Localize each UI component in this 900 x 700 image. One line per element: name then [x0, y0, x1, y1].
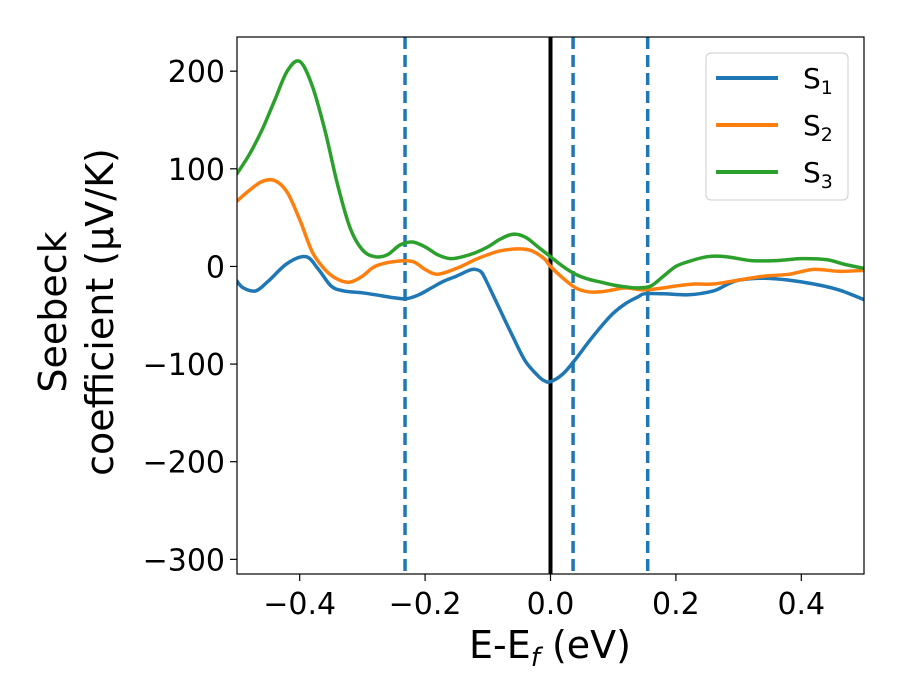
x-axis-title: E-Ef (eV): [469, 623, 631, 673]
x-axis-ticks: −0.4 −0.2 0.0 0.2 0.4: [263, 574, 825, 622]
y-axis-title-line2: coefficient (μV/K): [78, 148, 122, 476]
y-tick-label: −300: [143, 543, 225, 578]
y-axis-ticks: −300 −200 −100 0 100 200: [143, 55, 237, 578]
y-tick-label: 0: [206, 250, 225, 285]
y-tick-label: 100: [168, 153, 225, 188]
x-tick-label: 0.4: [777, 587, 825, 622]
legend-label-s3: S3: [803, 156, 833, 193]
x-tick-label: −0.4: [263, 587, 336, 622]
series-line-s1: [237, 254, 864, 384]
y-axis-title-line1: Seebeck: [31, 231, 75, 392]
legend-label-s2: S2: [803, 109, 833, 146]
legend: S1 S2 S3: [705, 52, 849, 201]
x-tick-label: 0.2: [652, 587, 700, 622]
vertical-reference-lines: [403, 37, 650, 574]
x-tick-label: −0.2: [389, 587, 462, 622]
series-line-s3: [237, 59, 864, 290]
y-axis-title: Seebeck coefficient (μV/K): [31, 148, 122, 476]
y-tick-label: −200: [143, 446, 225, 481]
legend-label-s1: S1: [803, 62, 833, 99]
y-tick-label: −100: [143, 348, 225, 383]
x-tick-label: 0.0: [527, 587, 575, 622]
y-tick-label: 200: [168, 55, 225, 90]
series-line-s2: [237, 177, 864, 294]
series-layer: [237, 59, 864, 384]
